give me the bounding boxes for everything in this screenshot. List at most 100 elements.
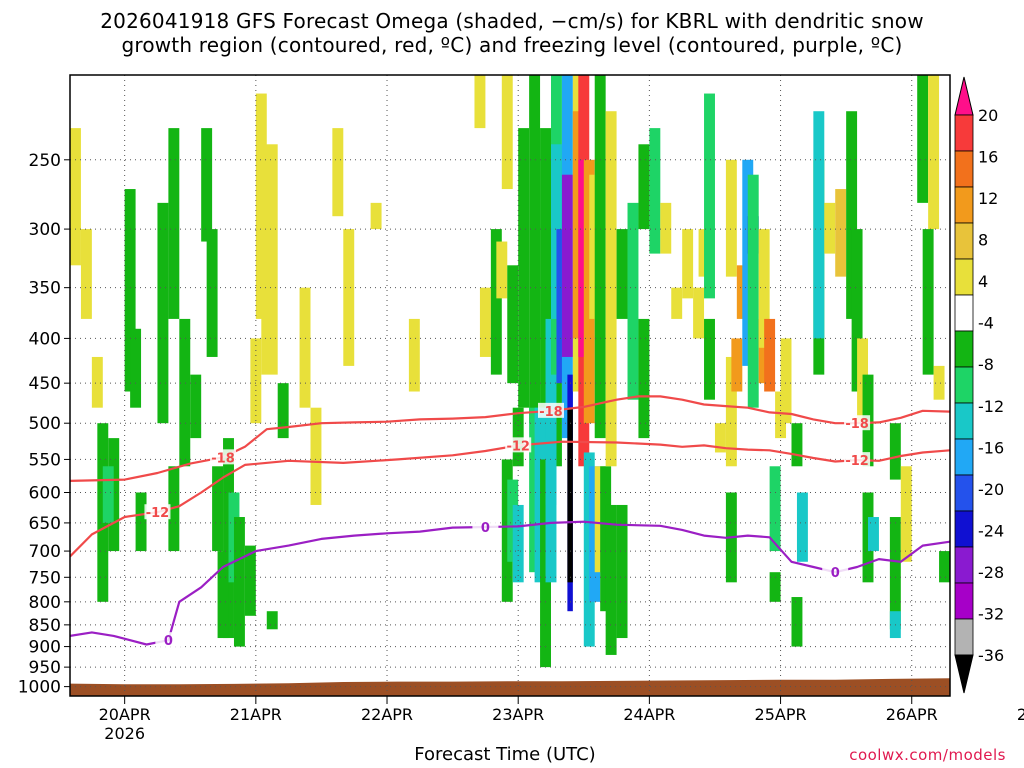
omega-cell: [179, 318, 191, 467]
omega-cell: [299, 287, 311, 408]
omega-cell: [638, 318, 650, 439]
y-tick-label: 950: [29, 658, 61, 678]
omega-cell: [80, 229, 92, 319]
y-tick-label: 400: [29, 329, 61, 349]
omega-cell: [408, 318, 420, 392]
omega-cell: [474, 75, 486, 129]
omega-cell: [769, 572, 781, 602]
omega-cell: [900, 466, 912, 562]
colorbar-segment: [954, 258, 974, 296]
y-tick-label: 1000: [18, 678, 61, 698]
omega-cell: [370, 202, 382, 230]
omega-cell: [780, 338, 792, 424]
colorbar-segment: [954, 438, 974, 476]
omega-cell: [512, 504, 524, 583]
omega-cell: [277, 383, 289, 439]
chart-title-line-1: 2026041918 GFS Forecast Omega (shaded, −…: [100, 9, 924, 33]
x-tick-label: 25APR: [755, 705, 807, 724]
omega-cell: [490, 229, 502, 375]
omega-cell: [561, 174, 573, 357]
colorbar-segment: [954, 618, 974, 656]
contour-label-bg: [210, 449, 237, 465]
y-tick-label: 300: [29, 220, 61, 240]
x-tick-label: 24APR: [623, 705, 675, 724]
omega-cell: [135, 492, 147, 552]
omega-cell: [933, 365, 945, 400]
omega-cell: [835, 189, 847, 277]
omega-cell: [846, 111, 858, 319]
contour-label-bg: [844, 452, 871, 468]
omega-cell: [731, 338, 743, 392]
omega-cell: [627, 202, 639, 400]
omega-cell: [1010, 75, 1021, 144]
omega-cell: [10, 229, 21, 298]
colorbar-segment: [954, 186, 974, 224]
colorbar-segment: [954, 222, 974, 260]
omega-cell: [999, 75, 1015, 229]
omega-cell: [1010, 144, 1021, 253]
contour-label-bg: [822, 564, 849, 580]
contour-label-bg: [537, 402, 564, 418]
omega-cell: [233, 517, 245, 647]
colorbar-bottom-triangle: [954, 654, 974, 694]
contour-label-bg: [472, 518, 499, 534]
x-tick-label: 22APR: [361, 705, 413, 724]
omega-cell: [540, 128, 551, 439]
colorbar-segment: [954, 402, 974, 440]
plot-frame: [69, 74, 951, 697]
omega-cell: [714, 423, 726, 453]
colorbar-label: -8: [978, 355, 994, 374]
x-tick-label: 20APR: [99, 705, 151, 724]
contour-line: [70, 440, 950, 558]
omega-cell: [124, 189, 136, 392]
omega-cell: [1016, 111, 1024, 160]
omega-cell: [660, 202, 672, 254]
omega-cell: [638, 144, 650, 230]
omega-cell: [91, 356, 103, 408]
omega-cell: [507, 265, 519, 384]
colorbar-segment: [954, 366, 974, 404]
contour-label-bg: [155, 632, 182, 648]
contour-label-bg: [844, 415, 871, 431]
colorbar-segment: [954, 330, 974, 368]
omega-cell: [889, 517, 901, 630]
omega-cell: [851, 229, 863, 392]
omega-cell: [190, 374, 202, 439]
omega-cell: [343, 229, 355, 366]
chart-title-line-2: growth region (contoured, red, ºC) and f…: [121, 33, 903, 57]
omega-cell: [605, 111, 617, 467]
colorbar-segment: [954, 150, 974, 188]
omega-cell: [928, 75, 940, 230]
omega-cell: [223, 438, 234, 639]
omega-cell: [605, 504, 617, 655]
y-tick-label: 600: [29, 483, 61, 503]
omega-cell: [939, 551, 950, 583]
y-tick-label: 500: [29, 414, 61, 434]
omega-cell: [649, 128, 661, 254]
omega-cell: [747, 174, 759, 408]
omega-cell: [704, 318, 715, 400]
omega-cell: [868, 517, 879, 552]
y-tick-label: 550: [29, 450, 61, 470]
colorbar-label: -16: [978, 438, 1004, 457]
omega-cell: [796, 492, 808, 562]
x-axis-title: Forecast Time (UTC): [414, 744, 596, 765]
contour-label-bg: [505, 437, 532, 453]
omega-cell: [616, 504, 628, 639]
colorbar-segment: [954, 546, 974, 584]
omega-cell: [501, 75, 513, 190]
colorbar-label: -24: [978, 521, 1004, 540]
omega-cell: [791, 597, 803, 647]
omega-cell: [102, 466, 114, 523]
y-tick-label: 800: [29, 593, 61, 613]
y-tick-label: 750: [29, 568, 61, 588]
contour-label: -18: [539, 405, 563, 420]
omega-cell: [791, 423, 803, 467]
omega-cell: [550, 144, 562, 319]
omega-cell: [704, 93, 715, 299]
omega-cell: [244, 545, 256, 616]
colorbar-label: -4: [978, 314, 994, 333]
site-credit: coolwx.com/models: [849, 746, 1006, 764]
colorbar-top-triangle: [954, 76, 974, 116]
